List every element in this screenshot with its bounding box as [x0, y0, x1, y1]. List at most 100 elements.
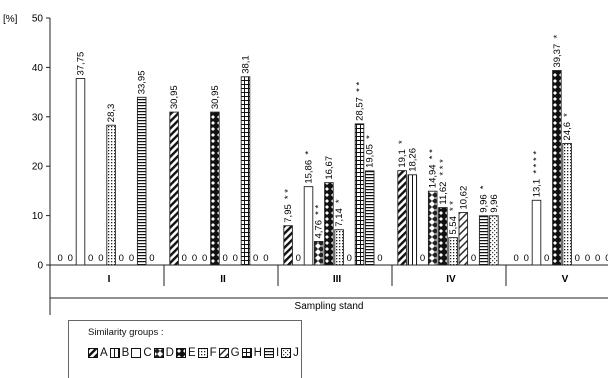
legend-label: J: [293, 347, 299, 359]
category-label: III: [333, 274, 342, 285]
legend: Similarity groups : A B C D E F G H I J: [68, 320, 302, 378]
legend-label: B: [121, 347, 130, 359]
data-label: 24,6: [562, 122, 573, 141]
legend-swatch: [131, 348, 142, 358]
bar: [448, 237, 458, 266]
y-tick-label: 30: [32, 112, 44, 123]
bar: [313, 241, 324, 266]
bar: [303, 186, 314, 266]
significance-marker: * *: [355, 82, 366, 92]
data-label: 13,1: [532, 179, 543, 198]
data-label-zero: 0: [233, 253, 238, 264]
legend-swatch: [241, 348, 252, 358]
data-label: 11,62: [438, 182, 449, 205]
significance-marker: * *: [428, 149, 439, 159]
legend-item: B: [109, 347, 130, 359]
y-tick-label: 40: [32, 63, 44, 74]
legend-label: I: [275, 347, 280, 359]
bar: [427, 190, 438, 266]
category-label: II: [220, 274, 226, 285]
legend-label: A: [100, 347, 108, 359]
legend-item: J: [281, 347, 299, 359]
data-label: 5,54: [448, 216, 459, 235]
bar: [562, 143, 572, 266]
data-label-zero: 0: [57, 253, 62, 264]
data-label-zero: 0: [88, 253, 93, 264]
data-label: 15,86: [304, 160, 315, 184]
data-label-zero: 0: [202, 253, 207, 264]
data-label-zero: 0: [585, 253, 590, 264]
legend-item: G: [218, 347, 240, 359]
legend-label: G: [230, 347, 240, 359]
data-label-zero: 0: [222, 253, 227, 264]
category-label: I: [108, 274, 111, 285]
legend-label: F: [209, 347, 217, 359]
data-label-zero: 0: [513, 253, 518, 264]
legend-item: F: [197, 347, 217, 359]
data-label-zero: 0: [263, 253, 268, 264]
y-tick-label: 50: [32, 14, 44, 25]
data-label-zero: 0: [575, 253, 580, 264]
data-label-zero: 0: [192, 253, 197, 264]
legend-item: I: [263, 347, 280, 359]
data-label-zero: 0: [182, 253, 187, 264]
legend-label: C: [143, 347, 152, 359]
significance-marker: * * * *: [532, 151, 543, 174]
data-label: 28,3: [106, 104, 117, 123]
data-label-zero: 0: [595, 253, 600, 264]
bar: [334, 229, 344, 266]
bar: [169, 111, 179, 266]
legend-item: C: [131, 347, 152, 359]
data-label: 30,95: [210, 85, 221, 109]
legend-swatch: [88, 348, 98, 358]
category-labels-group: I II III IV V: [49, 265, 569, 286]
significance-marker: * *: [314, 205, 325, 215]
data-label-zero: 0: [544, 253, 549, 264]
legend-item: E: [175, 347, 196, 359]
data-label-zero: 0: [420, 253, 425, 264]
data-label-zero: 0: [119, 253, 124, 264]
data-label: 18,26: [407, 148, 418, 172]
bar: [407, 174, 418, 266]
data-label: 9,96: [489, 194, 500, 213]
data-label-zero: 0: [471, 253, 476, 264]
legend-swatch: [218, 348, 229, 358]
significance-marker: *: [552, 35, 563, 39]
bar: [106, 124, 116, 266]
data-label-zero: 0: [98, 253, 103, 264]
bar: [210, 111, 220, 266]
bar: [354, 123, 365, 266]
y-axis-ticks: 0 10 20 30 40 50: [32, 14, 50, 272]
data-label: 19,1: [397, 149, 408, 168]
y-tick-label: 0: [37, 261, 43, 272]
significance-marker: * * *: [438, 159, 449, 176]
data-label: 33,95: [137, 71, 148, 95]
significance-marker: *: [334, 199, 345, 203]
bar: [438, 207, 448, 266]
data-label: 39,37: [552, 44, 563, 68]
bar: [364, 170, 375, 266]
bar: [324, 182, 334, 266]
data-label: 9,96: [479, 194, 490, 213]
bar: [397, 170, 407, 266]
significance-marker: *: [562, 113, 573, 117]
legend-label: E: [187, 347, 196, 359]
legend-item: A: [88, 347, 108, 359]
data-label-zero: 0: [377, 253, 382, 264]
data-label: 10,62: [458, 186, 469, 210]
legend-item: D: [153, 347, 174, 359]
legend-item: H: [241, 347, 262, 359]
bar: [136, 96, 147, 266]
data-label-zero: 0: [524, 253, 529, 264]
y-axis-label: [%]: [3, 14, 18, 25]
data-label-zero: 0: [149, 253, 154, 264]
legend-label: H: [253, 347, 262, 359]
data-label-zero: 0: [68, 253, 73, 264]
legend-swatch: [281, 348, 292, 358]
legend-label: D: [165, 347, 174, 359]
bar: [531, 199, 542, 266]
bar: [489, 215, 499, 266]
significance-marker: *: [304, 151, 315, 155]
